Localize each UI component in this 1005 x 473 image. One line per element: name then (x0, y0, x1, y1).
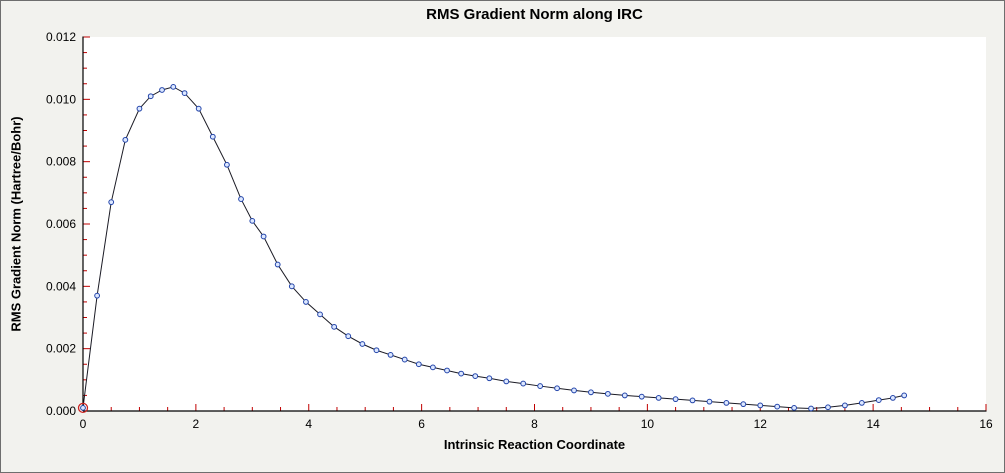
data-point (122, 136, 129, 143)
data-point (689, 397, 696, 404)
y-axis-title: RMS Gradient Norm (Hartree/Bohr) (8, 116, 24, 332)
plot-area (83, 37, 986, 411)
data-point (458, 370, 465, 377)
data-point (621, 392, 628, 399)
y-tick-label: 0.008 (46, 155, 76, 169)
data-point (875, 397, 882, 403)
data-point (373, 347, 380, 354)
data-point (195, 105, 202, 112)
data-point (472, 373, 479, 379)
data-point (147, 93, 154, 100)
y-tick-label: 0.000 (46, 404, 76, 418)
data-point (774, 403, 781, 410)
x-tick-label: 10 (641, 417, 655, 431)
data-point (889, 395, 896, 401)
data-point (672, 396, 679, 403)
data-point (136, 105, 143, 112)
data-point (359, 341, 366, 347)
data-point (604, 390, 611, 397)
data-point (638, 393, 645, 400)
data-point (209, 133, 216, 140)
data-point (655, 395, 662, 401)
data-point (224, 161, 230, 168)
origin-highlight-marker (77, 402, 89, 414)
x-axis-title: Intrinsic Reaction Coordinate (443, 437, 626, 452)
data-point (415, 361, 422, 368)
data-point (503, 378, 510, 385)
data-point (260, 233, 267, 240)
data-point (159, 87, 165, 93)
data-point (170, 83, 177, 90)
data-point (588, 389, 594, 396)
x-tick-label: 8 (531, 417, 538, 431)
y-tick-label: 0.004 (46, 279, 76, 293)
data-point (825, 404, 831, 411)
data-point (757, 402, 764, 409)
data-point (520, 380, 527, 387)
chart-title: RMS Gradient Norm along IRC (426, 6, 643, 23)
data-point (288, 283, 295, 290)
data-point (740, 401, 747, 408)
data-point (858, 399, 865, 406)
data-point (94, 292, 101, 299)
data-point (387, 352, 394, 358)
data-points (80, 83, 908, 412)
data-point (303, 299, 309, 305)
x-tick-label: 4 (305, 417, 312, 431)
y-tick-label: 0.012 (46, 30, 76, 44)
axes (82, 36, 987, 412)
x-tick-label: 2 (193, 417, 200, 431)
data-point (80, 404, 86, 411)
x-tick-label: 12 (754, 417, 768, 431)
data-point (808, 405, 814, 412)
data-point (554, 385, 560, 392)
data-point (238, 196, 244, 202)
data-point (401, 356, 408, 363)
data-point (274, 261, 281, 268)
y-tick-label: 0.010 (46, 92, 76, 106)
data-point (901, 392, 908, 399)
data-point (345, 333, 352, 340)
data-point (249, 217, 256, 224)
data-point (486, 375, 493, 382)
x-tick-label: 0 (80, 417, 87, 431)
data-point (537, 383, 544, 389)
x-tick-label: 16 (979, 417, 993, 431)
x-tick-label: 6 (418, 417, 425, 431)
data-point (444, 367, 450, 374)
data-point (108, 199, 115, 206)
y-tick-label: 0.002 (46, 342, 76, 356)
x-tick-label: 14 (866, 417, 880, 431)
data-point (331, 323, 338, 330)
data-point (791, 404, 798, 411)
data-point (317, 311, 323, 318)
data-point (181, 90, 188, 96)
data-point (571, 387, 577, 394)
data-point (842, 402, 848, 409)
y-tick-label: 0.006 (46, 217, 76, 231)
data-point (430, 364, 436, 371)
data-point (706, 398, 713, 405)
data-point (723, 399, 730, 406)
axis-ticks (82, 36, 987, 412)
